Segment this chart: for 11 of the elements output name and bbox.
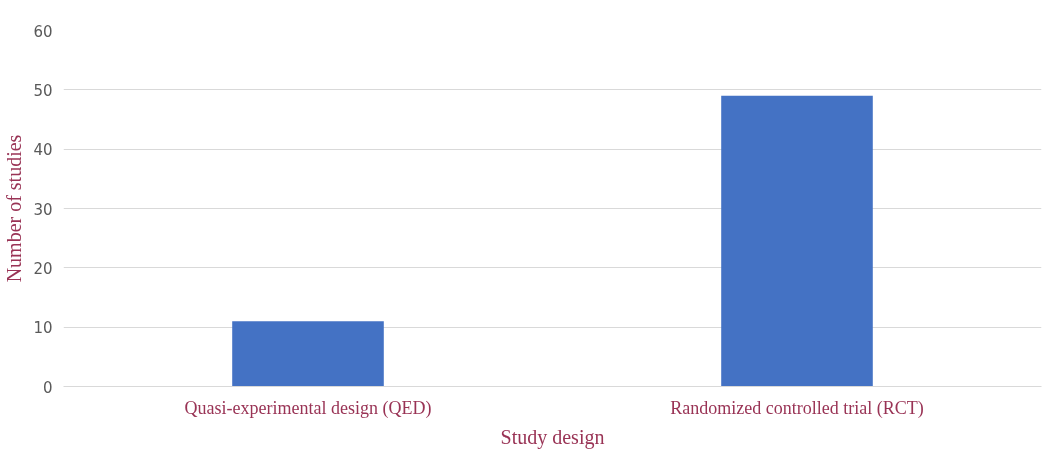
x-tick-label: Quasi-experimental design (QED) <box>184 397 432 419</box>
x-axis-title: Study design <box>500 425 605 449</box>
y-tick-label: 40 <box>33 141 53 160</box>
y-axis-title: Number of studies <box>3 134 26 283</box>
y-tick-label: 50 <box>33 81 53 100</box>
y-tick-label: 10 <box>33 319 53 338</box>
x-tick-label: Randomized controlled trial (RCT) <box>670 397 924 419</box>
y-tick-label: 20 <box>33 259 53 278</box>
y-tick-label: 60 <box>33 22 53 41</box>
y-tick-label: 0 <box>42 378 53 397</box>
y-tick-label: 30 <box>33 200 53 219</box>
